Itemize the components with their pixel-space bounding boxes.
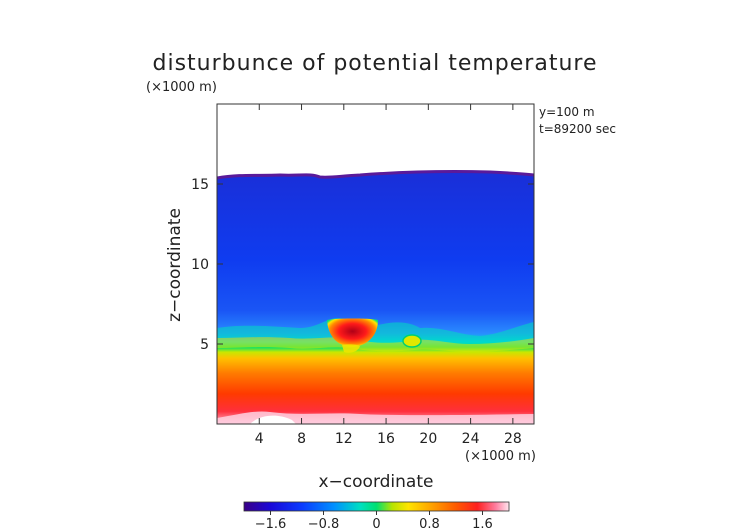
interface-yellow	[217, 337, 534, 352]
colorbar	[243, 501, 510, 512]
colorbar-tick-label: −1.6	[255, 517, 287, 532]
small-feature	[402, 334, 422, 348]
x-tick-label: 28	[504, 431, 522, 447]
ground-white	[250, 415, 296, 424]
top-boundary	[217, 170, 534, 180]
z-unit-label: (×1000 m)	[146, 80, 217, 95]
plot-area	[217, 104, 534, 424]
x-axis: 4 8 12 16 20 24 28	[255, 104, 522, 447]
x-tick-label: 4	[255, 431, 264, 447]
x-tick-label: 24	[462, 431, 480, 447]
x-axis-label: x−coordinate	[319, 472, 434, 492]
x-tick-label: 8	[297, 431, 306, 447]
x-tick-label: 12	[335, 431, 353, 447]
x-unit-label: (×1000 m)	[465, 449, 536, 464]
y-axis-label: z−coordinate	[165, 208, 185, 322]
y-tick-label: 10	[191, 257, 209, 273]
colorbar-ticks: −1.6 −0.8 0 0.8 1.6	[255, 511, 493, 532]
x-tick-label: 16	[377, 431, 395, 447]
warm-blob	[327, 318, 378, 347]
y-axis: 5 10 15	[191, 177, 534, 353]
colorbar-tick-label: 0.8	[419, 517, 440, 532]
warm-blob-lower	[342, 344, 360, 353]
y-tick-label: 5	[200, 337, 209, 353]
y-tick-label: 15	[191, 177, 209, 193]
annotation-t: t=89200 sec	[539, 122, 616, 136]
colorbar-tick-label: −0.8	[308, 517, 340, 532]
colorbar-tick-label: 1.6	[472, 517, 493, 532]
chart-title: disturbunce of potential temperature	[153, 51, 598, 76]
field-layers	[217, 171, 534, 424]
x-tick-label: 20	[419, 431, 437, 447]
annotation-y: y=100 m	[539, 105, 595, 119]
bottom-pale-strip	[217, 411, 534, 424]
colorbar-tick-label: 0	[372, 517, 380, 532]
